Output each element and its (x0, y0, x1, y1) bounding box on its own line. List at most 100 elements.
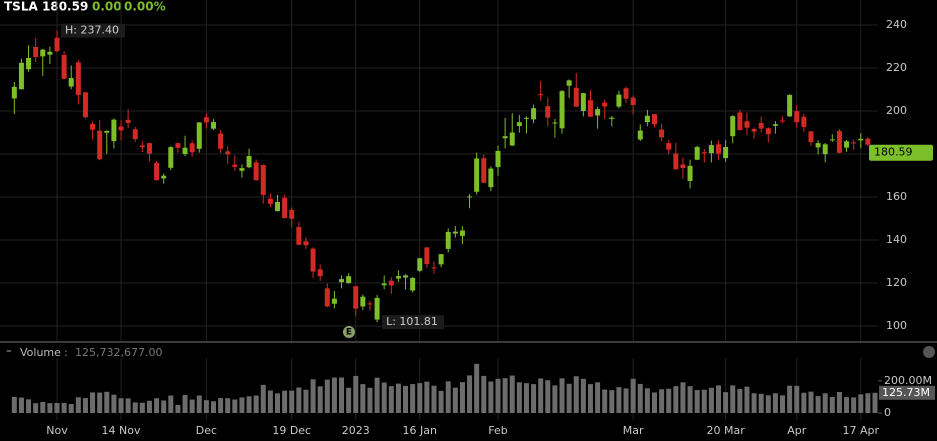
volume-bar (851, 397, 857, 413)
candle-body (744, 121, 750, 128)
volume-bar (765, 395, 771, 413)
candle-body (673, 153, 679, 170)
volume-menu[interactable]: ⁼ (6, 346, 12, 359)
volume-bar (829, 396, 835, 413)
volume-bar (47, 403, 53, 413)
volume-bar (659, 389, 665, 413)
volume-bar (353, 375, 359, 413)
pane-settings[interactable] (923, 346, 935, 358)
volume-bar (324, 379, 330, 413)
volume-bar (815, 396, 821, 413)
candle-body (410, 277, 416, 291)
candle-body (303, 241, 309, 246)
x-tick-label: 16 Jan (403, 424, 437, 437)
volume-bar (580, 378, 586, 413)
volume-bar (367, 387, 373, 413)
volume-bar (374, 377, 380, 413)
label-box (61, 23, 125, 38)
candle-body (637, 130, 643, 140)
volume-bar (651, 392, 657, 413)
candle-body (431, 267, 437, 269)
volume-bar (289, 390, 295, 413)
candle-body (189, 143, 195, 153)
candle-body (780, 120, 786, 122)
volume-bar (225, 398, 231, 413)
volume-bar (531, 384, 537, 413)
x-tick-label: 20 Mar (706, 424, 745, 437)
candle-body (602, 102, 608, 107)
candle-body (580, 93, 586, 112)
candle-body (54, 37, 60, 52)
candle-body (822, 144, 828, 155)
volume-bar (182, 395, 188, 413)
high-label: H: 237.40 (65, 24, 119, 37)
volume-bar (18, 397, 24, 413)
candle-body (339, 279, 345, 283)
candle-body (296, 226, 302, 245)
volume-bar (331, 377, 337, 413)
y-tick-label: 200.00M (884, 374, 932, 387)
volume-bar (545, 380, 551, 413)
volume-bar (609, 390, 615, 413)
x-tick-label: 19 Dec (272, 424, 311, 437)
volume-bar (90, 392, 96, 413)
candle-body (18, 62, 24, 90)
candle-body (317, 269, 323, 277)
volume-bar (33, 403, 39, 413)
candle-body (452, 231, 458, 234)
volume-bar (623, 388, 629, 413)
volume-bar (303, 389, 309, 413)
volume-bar (417, 383, 423, 413)
x-tick-label: 14 Nov (102, 424, 141, 437)
volume-bar (282, 390, 288, 413)
volume-bar (723, 392, 729, 413)
candle-body (644, 115, 650, 123)
volume-bar (403, 385, 409, 413)
candle-body (97, 130, 103, 160)
x-tick-label: Mar (623, 424, 644, 437)
candle-body (26, 57, 32, 70)
candle-body (474, 158, 480, 192)
candle-body (701, 152, 707, 154)
candle-body (68, 78, 74, 87)
volume-bar (801, 392, 807, 413)
candle-body (488, 168, 494, 188)
last-price: 180.59 (42, 0, 88, 14)
volume-bar (523, 383, 529, 413)
separator: : (64, 346, 68, 359)
candle-body (232, 164, 238, 167)
candle-body (751, 128, 757, 132)
candle-body (545, 106, 551, 118)
volume-bar (438, 390, 444, 413)
candle-body (125, 119, 131, 123)
candle-body (459, 230, 465, 236)
volume-bar (125, 398, 131, 413)
volume-bar (61, 402, 67, 413)
low-label: L: 101.81 (386, 315, 438, 328)
candle-body (815, 143, 821, 148)
candle-body (104, 130, 110, 133)
volume-bar (210, 401, 216, 413)
candle-body (267, 198, 273, 204)
candle-body (154, 162, 160, 181)
candle-body (502, 136, 508, 139)
volume-bar (673, 386, 679, 413)
volume-bar (97, 392, 103, 413)
candle-body (723, 147, 729, 159)
candle-body (353, 286, 359, 309)
candle-body (61, 54, 67, 79)
candle-body (559, 91, 565, 129)
volume-bar (218, 398, 224, 413)
volume-badge-text: 125.73M (882, 386, 930, 399)
candle-body (552, 122, 558, 124)
volume-bar (381, 382, 387, 413)
volume-bar (410, 384, 416, 413)
candle-body (523, 117, 529, 119)
volume-bar (808, 391, 814, 413)
candle-body (851, 142, 857, 144)
candle-body (331, 298, 337, 304)
candle-body (666, 143, 672, 150)
candle-body (765, 128, 771, 135)
volume-bar (701, 389, 707, 413)
